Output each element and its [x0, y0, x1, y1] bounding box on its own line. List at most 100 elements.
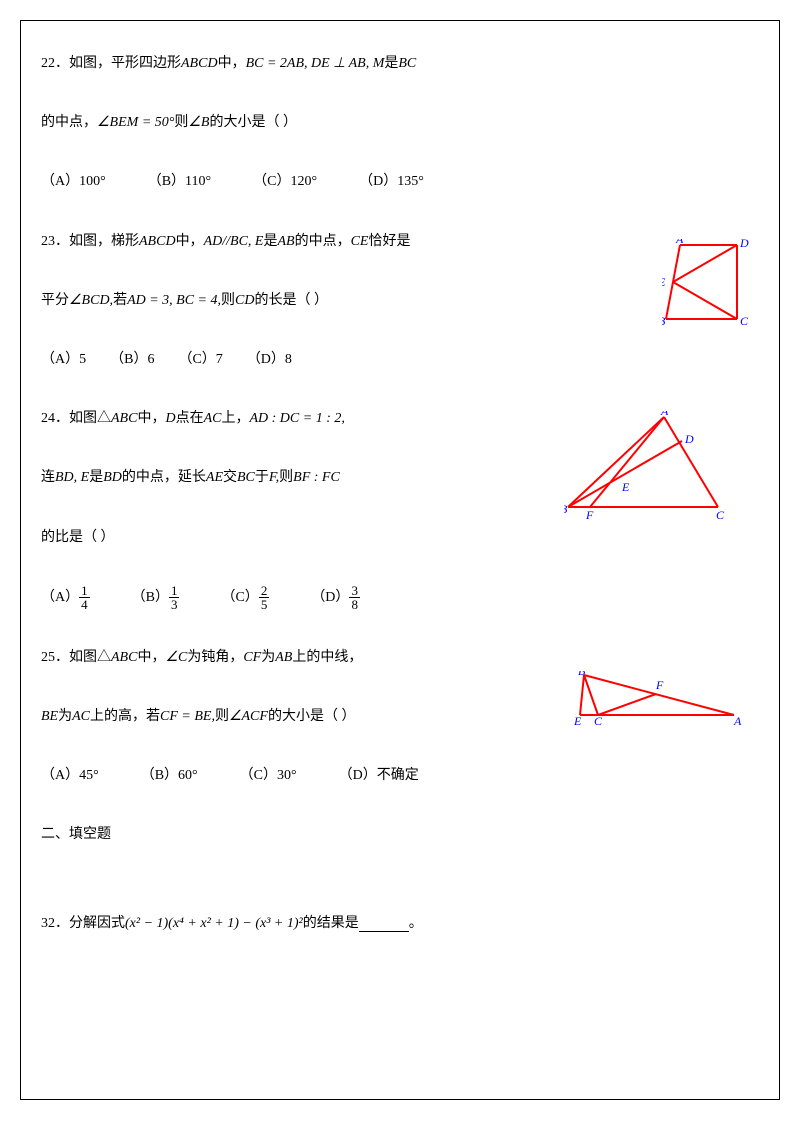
q25-num: 25． — [41, 645, 69, 670]
t: 的结果是 — [303, 911, 359, 936]
t: ABCD — [181, 51, 218, 76]
q25-opt-c: （C）30° — [240, 763, 297, 788]
t: 是 — [384, 51, 398, 76]
t: 上的中线， — [292, 645, 362, 670]
t: F, — [269, 465, 279, 490]
t: 则 — [221, 288, 235, 313]
q22-line2: 的中点， ∠BEM = 50° 则 ∠B 的大小是（ ） — [41, 110, 759, 135]
q32-num: 32． — [41, 911, 69, 936]
page: 22． 如图，平形四边形 ABCD 中， BC = 2AB, DE ⊥ AB, … — [20, 20, 780, 1100]
t: 为 — [261, 645, 275, 670]
svg-text:F: F — [655, 678, 664, 692]
svg-text:E: E — [662, 275, 666, 289]
t: CD — [235, 288, 254, 313]
t: 如图△ — [69, 406, 111, 431]
t: 如图，平形四边形 — [69, 51, 181, 76]
q22-opt-a: （A）100° — [41, 169, 106, 194]
t: (x² − 1)(x⁴ + x² + 1) − (x³ + 1)² — [125, 911, 303, 936]
q24-opt-b: （B） 13 — [132, 584, 180, 611]
q24-num: 24． — [41, 406, 69, 431]
t: 点在 — [176, 406, 204, 431]
t: BD, E — [55, 465, 89, 490]
svg-text:A: A — [675, 239, 684, 246]
lbl: （A） — [41, 585, 79, 610]
svg-text:B: B — [564, 502, 568, 516]
q24-figure: A D B F C E — [564, 411, 739, 523]
q25-line1: 25． 如图△ ABC 中， ∠C 为钝角， CF 为 AB 上的中线， — [41, 645, 759, 670]
t: 交 — [223, 465, 237, 490]
t: 的中点， — [295, 229, 351, 254]
q24-line3: 的比是（ ） — [41, 525, 759, 550]
q25-opt-a: （A）45° — [41, 763, 99, 788]
q23-opt-c: （C）7 — [178, 347, 222, 372]
frac: 25 — [259, 584, 270, 611]
t: AC — [72, 704, 90, 729]
q23-num: 23． — [41, 229, 69, 254]
t: 是 — [89, 465, 103, 490]
q23-options: （A）5 （B）6 （C）7 （D）8 — [41, 347, 759, 372]
svg-text:E: E — [621, 480, 630, 494]
t: 中， — [218, 51, 246, 76]
t: BF : FC — [293, 465, 340, 490]
lbl: （D） — [311, 585, 349, 610]
t: ABC — [111, 406, 137, 431]
lbl: （B） — [132, 585, 169, 610]
t: AD — [204, 229, 223, 254]
t: 的比是（ ） — [41, 525, 115, 550]
t: 中， — [176, 229, 204, 254]
t: 若 — [113, 288, 127, 313]
t: 恰好是 — [368, 229, 410, 254]
frac: 13 — [169, 584, 180, 611]
t: 如图，梯形 — [69, 229, 139, 254]
q25-options: （A）45° （B）60° （C）30° （D）不确定 — [41, 763, 759, 788]
q22-num: 22． — [41, 51, 69, 76]
t: BC, E — [230, 229, 263, 254]
lbl: （C） — [221, 585, 258, 610]
t: BC — [398, 51, 416, 76]
q32-line1: 32． 分解因式 (x² − 1)(x⁴ + x² + 1) − (x³ + 1… — [41, 911, 759, 936]
svg-text:C: C — [740, 314, 749, 328]
t: AC — [204, 406, 222, 431]
t: 连 — [41, 465, 55, 490]
svg-text:B: B — [578, 671, 586, 678]
t: 则 — [174, 110, 188, 135]
t: 为钝角， — [187, 645, 243, 670]
spacer — [41, 881, 759, 911]
q23-opt-a: （A）5 — [41, 347, 86, 372]
t: 的中点， — [41, 110, 97, 135]
q22-opt-d: （D）135° — [359, 169, 424, 194]
t: 中， — [137, 406, 165, 431]
t: 是 — [263, 229, 277, 254]
svg-text:E: E — [574, 714, 582, 728]
svg-text:A: A — [733, 714, 742, 728]
t: BD — [103, 465, 122, 490]
q25-opt-b: （B）60° — [141, 763, 198, 788]
q23-line1: 23． 如图，梯形 ABCD 中， AD // BC, E 是 AB 的中点， … — [41, 229, 759, 254]
svg-text:C: C — [716, 508, 725, 522]
t: 于 — [255, 465, 269, 490]
q22-opt-b: （B）110° — [148, 169, 211, 194]
t: ∠B — [188, 110, 209, 135]
t: AB — [275, 645, 292, 670]
q23-opt-d: （D）8 — [247, 347, 292, 372]
t: 的大小是（ ） — [268, 704, 356, 729]
t: CE — [351, 229, 369, 254]
t: BC = 2AB, DE ⊥ AB, M — [246, 51, 385, 76]
svg-text:D: D — [684, 432, 694, 446]
q23-figure: ADBCE — [662, 239, 757, 334]
t: 则 — [215, 704, 229, 729]
svg-text:F: F — [585, 508, 594, 522]
t: 则 — [279, 465, 293, 490]
t: 的长是（ ） — [254, 288, 328, 313]
q24-opt-c: （C） 25 — [221, 584, 269, 611]
t: AD : DC = 1 : 2, — [249, 406, 344, 431]
t: 的大小是（ ） — [209, 110, 297, 135]
q22-options: （A）100° （B）110° （C）120° （D）135° — [41, 169, 759, 194]
t: ∠BEM = 50° — [97, 110, 174, 135]
svg-text:A: A — [660, 411, 669, 418]
t: BE — [41, 704, 58, 729]
q22-line1: 22． 如图，平形四边形 ABCD 中， BC = 2AB, DE ⊥ AB, … — [41, 51, 759, 76]
section2-heading: 二、填空题 — [41, 822, 759, 847]
t: 为 — [58, 704, 72, 729]
t: AD = 3, BC = 4, — [127, 288, 221, 313]
